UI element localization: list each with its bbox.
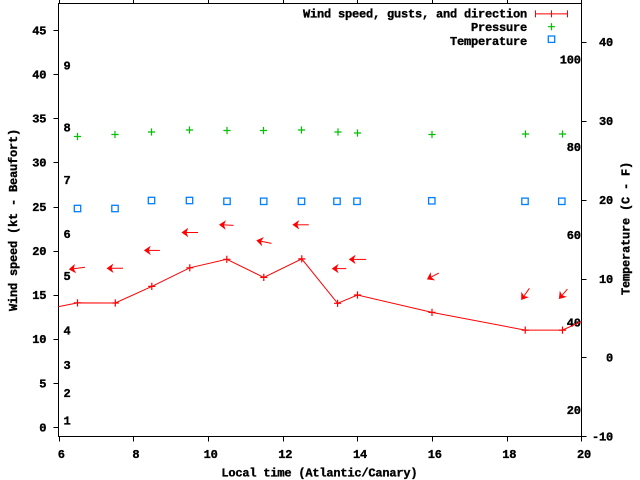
svg-text:30: 30 — [599, 115, 613, 129]
svg-text:9: 9 — [64, 60, 71, 74]
svg-text:80: 80 — [567, 141, 581, 155]
svg-text:10: 10 — [204, 448, 218, 462]
svg-text:8: 8 — [132, 448, 139, 462]
svg-text:12: 12 — [278, 448, 292, 462]
svg-text:16: 16 — [428, 448, 442, 462]
svg-text:6: 6 — [58, 448, 65, 462]
svg-text:Pressure: Pressure — [471, 21, 527, 35]
svg-text:14: 14 — [353, 448, 367, 462]
svg-text:1: 1 — [64, 414, 71, 428]
svg-text:40: 40 — [32, 68, 46, 82]
svg-text:40: 40 — [567, 317, 581, 331]
svg-text:35: 35 — [32, 113, 46, 127]
svg-text:100: 100 — [560, 54, 581, 68]
svg-text:30: 30 — [32, 157, 46, 171]
svg-text:Wind speed (kt - Beaufort): Wind speed (kt - Beaufort) — [7, 129, 21, 311]
svg-text:10: 10 — [32, 333, 46, 347]
svg-text:60: 60 — [567, 229, 581, 243]
svg-text:25: 25 — [32, 201, 46, 215]
svg-text:5: 5 — [64, 270, 71, 284]
svg-text:2: 2 — [64, 387, 71, 401]
svg-text:20: 20 — [32, 245, 46, 259]
svg-text:20: 20 — [577, 448, 591, 462]
svg-text:Wind speed, gusts, and directi: Wind speed, gusts, and direction — [303, 8, 527, 22]
svg-text:Temperature: Temperature — [450, 35, 527, 49]
svg-text:0: 0 — [39, 422, 46, 436]
svg-text:7: 7 — [64, 174, 71, 188]
svg-text:Temperature (C - F): Temperature (C - F) — [619, 162, 633, 295]
svg-text:8: 8 — [64, 121, 71, 135]
svg-text:40: 40 — [599, 36, 613, 50]
svg-text:15: 15 — [32, 289, 46, 303]
svg-text:10: 10 — [599, 273, 613, 287]
svg-text:4: 4 — [64, 324, 71, 338]
svg-text:-10: -10 — [592, 431, 613, 445]
svg-text:20: 20 — [567, 404, 581, 418]
svg-text:5: 5 — [39, 377, 46, 391]
svg-text:6: 6 — [64, 228, 71, 242]
svg-text:18: 18 — [502, 448, 516, 462]
svg-text:Local time (Atlantic/Canary): Local time (Atlantic/Canary) — [221, 466, 417, 480]
svg-text:3: 3 — [64, 359, 71, 373]
svg-text:45: 45 — [32, 24, 46, 38]
svg-text:0: 0 — [606, 352, 613, 366]
svg-text:20: 20 — [599, 194, 613, 208]
